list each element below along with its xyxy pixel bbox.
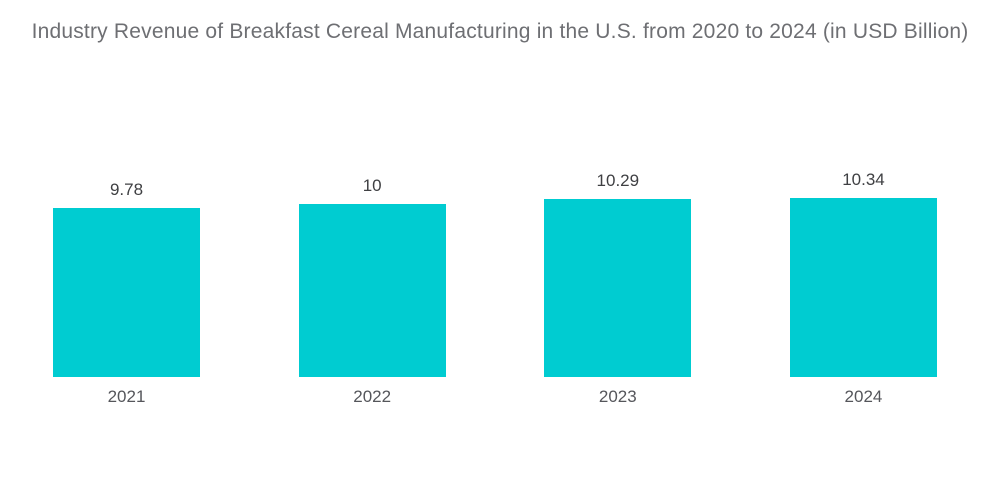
bar bbox=[53, 208, 200, 377]
value-label: 10 bbox=[362, 176, 382, 195]
category-label: 2022 bbox=[353, 387, 392, 406]
value-label: 10.34 bbox=[842, 170, 885, 189]
chart-title: Industry Revenue of Breakfast Cereal Man… bbox=[31, 20, 969, 43]
bar-column-2021: 9.78 2021 bbox=[53, 179, 200, 407]
bar-column-2022: 10 2022 bbox=[298, 175, 446, 407]
bar bbox=[298, 204, 446, 377]
bar bbox=[789, 198, 937, 377]
category-label: 2024 bbox=[844, 387, 883, 406]
value-label: 10.29 bbox=[596, 171, 640, 190]
bar-column-2024: 10.34 2024 bbox=[789, 169, 937, 407]
category-label: 2023 bbox=[598, 387, 637, 406]
bar-column-2023: 10.29 2023 bbox=[544, 170, 692, 407]
category-label: 2021 bbox=[107, 387, 146, 406]
value-label: 9.78 bbox=[109, 180, 144, 199]
bar-chart: 9.78 2021 10 2022 10.29 2023 10.34 2024 bbox=[0, 169, 1000, 407]
bar bbox=[544, 199, 692, 377]
